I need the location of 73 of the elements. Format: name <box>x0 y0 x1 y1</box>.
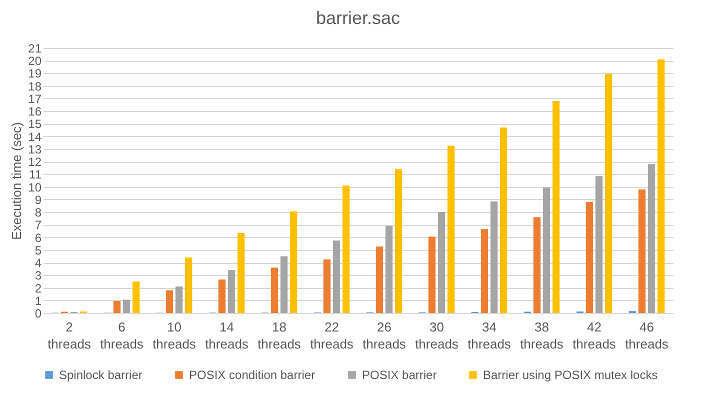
bar <box>428 236 436 313</box>
bar <box>500 128 508 313</box>
y-tick-label: 4 <box>34 256 42 270</box>
bar <box>657 59 665 313</box>
bar <box>270 268 278 313</box>
y-tick-label: 20 <box>28 54 42 68</box>
bar <box>586 202 594 313</box>
x-tick-label: 30 threads <box>415 320 459 352</box>
x-tick-label: 34 threads <box>468 320 512 352</box>
bar <box>323 259 331 313</box>
y-tick-label: 15 <box>28 117 42 132</box>
bar <box>175 286 183 313</box>
x-tick-label: 6 threads <box>100 320 144 352</box>
y-tick-label: 18 <box>28 79 42 94</box>
x-tick-label: 46 threads <box>625 320 669 352</box>
y-tick-label: 10 <box>28 180 42 194</box>
x-tick-label: 2 threads <box>48 320 92 352</box>
y-tick-label: 0 <box>34 306 42 320</box>
x-tick-label: 38 threads <box>520 320 564 352</box>
y-tick-label: 8 <box>34 206 42 220</box>
legend-label: Spinlock barrier <box>59 368 142 382</box>
bar <box>166 290 174 313</box>
y-tick-label: 7 <box>34 218 42 232</box>
y-tick-label: 12 <box>28 155 42 170</box>
bar <box>480 229 488 313</box>
bar <box>184 257 192 313</box>
bar <box>604 74 612 313</box>
y-tick-label: 16 <box>28 104 42 119</box>
y-axis-title: Execution time (sec) <box>9 122 24 240</box>
y-tick-label: 21 <box>28 42 42 56</box>
bar <box>385 226 393 313</box>
legend-label: POSIX barrier <box>362 368 437 382</box>
bar <box>132 281 140 313</box>
bar <box>237 232 245 313</box>
legend-label: POSIX condition barrier <box>189 368 316 382</box>
x-tick-label: 10 threads <box>152 320 196 352</box>
legend-label: Barrier using POSIX mutex locks <box>483 368 658 382</box>
chart-title: barrier.sac <box>316 8 400 28</box>
y-tick-label: 5 <box>34 243 42 258</box>
bar <box>552 101 560 313</box>
bar <box>113 301 121 313</box>
y-tick-label: 17 <box>28 92 42 106</box>
x-tick-label: 14 threads <box>205 320 249 352</box>
bar <box>447 146 455 313</box>
bar <box>542 187 550 313</box>
bar <box>228 270 236 313</box>
bar <box>122 300 130 313</box>
bar <box>290 211 298 313</box>
y-tick-label: 1 <box>34 294 42 308</box>
bar <box>332 240 340 313</box>
bar <box>595 176 603 313</box>
x-tick-label: 42 threads <box>572 320 616 352</box>
bar <box>533 217 541 313</box>
y-tick-label: 6 <box>34 230 42 245</box>
bar <box>394 169 402 313</box>
bar <box>218 280 226 313</box>
y-tick-label: 3 <box>34 268 42 283</box>
x-tick-label: 26 threads <box>362 320 406 352</box>
y-tick-label: 19 <box>28 66 42 81</box>
bar <box>638 189 646 313</box>
y-tick-label: 11 <box>29 168 42 182</box>
y-tick-label: 9 <box>34 192 42 207</box>
y-tick-label: 13 <box>28 142 42 156</box>
bar <box>490 201 498 313</box>
bar <box>438 212 446 313</box>
bar <box>280 256 288 313</box>
x-tick-label: 18 threads <box>258 320 302 352</box>
bar <box>376 246 384 313</box>
bar <box>342 186 350 313</box>
y-tick-label: 14 <box>28 130 42 144</box>
y-tick-label: 2 <box>34 281 42 296</box>
bar <box>648 164 656 313</box>
x-tick-label: 22 threads <box>310 320 354 352</box>
